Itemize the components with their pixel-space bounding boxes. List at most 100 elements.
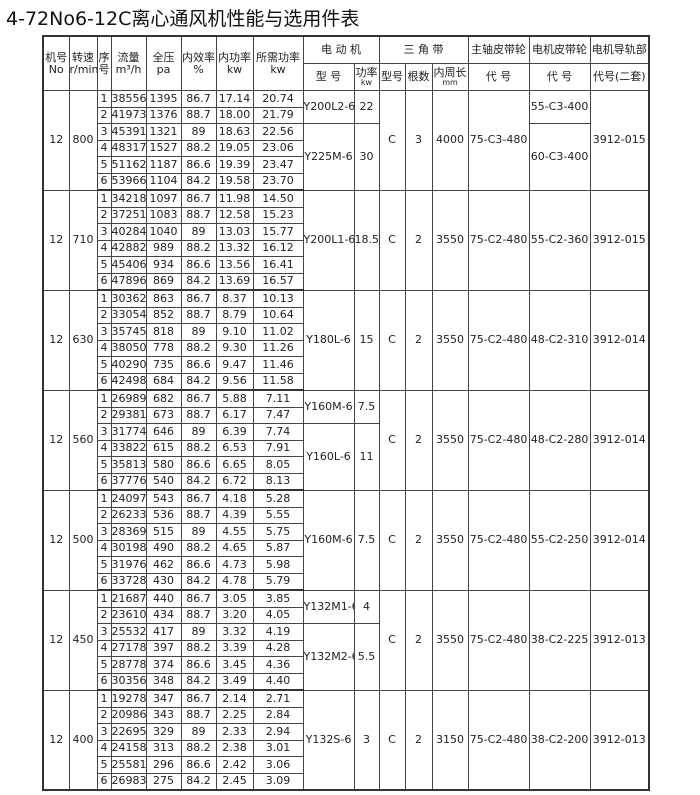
flow-cell: 41973 — [110, 106, 147, 124]
internal-power-cell: 19.39 — [215, 156, 254, 174]
flow-cell: 45406 — [110, 256, 147, 274]
motor-model-cell: Y160M-6 — [302, 389, 355, 424]
table-header: 机号 No 转速 r/min 序号 流量 m³/h 全压 pa 内效率% 内功率 kw 所… — [42, 35, 650, 91]
required-power-cell: 21.79 — [252, 106, 304, 124]
internal-power-cell: 3.45 — [215, 656, 254, 674]
flow-cell: 24097 — [110, 489, 147, 508]
efficiency-cell: 86.6 — [180, 756, 217, 774]
flow-cell: 51162 — [110, 156, 147, 174]
efficiency-cell: 88.7 — [180, 206, 217, 224]
page-title: 4-72No6-12C离心通风机性能与选用件表 — [6, 8, 360, 30]
required-power-cell: 4.40 — [252, 672, 304, 691]
header-efficiency: 内效率% — [180, 35, 217, 91]
motor-model-cell: Y132M2-6 — [302, 623, 355, 691]
flow-cell: 47896 — [110, 272, 147, 291]
required-power-cell: 4.19 — [252, 623, 304, 641]
vbelt-count-cell: 3 — [404, 90, 433, 191]
efficiency-cell: 88.2 — [180, 439, 217, 457]
flow-cell: 30356 — [110, 672, 147, 691]
motor-power-cell: 30 — [353, 123, 380, 191]
internal-power-cell: 3.20 — [215, 606, 254, 624]
header-vbelt-model: 型号 — [378, 63, 406, 91]
seq-cell: 3 — [96, 623, 112, 641]
flow-cell: 28778 — [110, 656, 147, 674]
internal-power-cell: 2.25 — [215, 706, 254, 724]
required-power-cell: 8.13 — [252, 472, 304, 491]
internal-power-cell: 3.05 — [215, 589, 254, 608]
efficiency-cell: 86.7 — [180, 189, 217, 208]
table-row: 4 30198 490 88.2 4.65 5.87 — [43, 539, 649, 557]
header-seq: 序号 — [96, 35, 112, 91]
internal-power-cell: 13.32 — [215, 239, 254, 257]
pressure-cell: 1104 — [145, 172, 182, 191]
motor-pulley-cell: 55-C2-250 — [528, 489, 591, 591]
table-row: 4 42882 989 88.2 13.32 16.12 — [43, 239, 649, 257]
seq-cell: 3 — [96, 523, 112, 541]
flow-cell: 37776 — [110, 472, 147, 491]
pressure-cell: 934 — [145, 256, 182, 274]
internal-power-cell: 9.30 — [215, 339, 254, 357]
efficiency-cell: 88.2 — [180, 539, 217, 557]
pressure-cell: 863 — [145, 289, 182, 308]
spindle-pulley-cell: 75-C2-480 — [467, 189, 530, 291]
header-pressure: 全压 pa — [145, 35, 182, 91]
required-power-cell: 5.55 — [252, 506, 304, 524]
header-motor-pulley: 电机皮带轮 — [528, 35, 591, 64]
internal-power-cell: 12.58 — [215, 206, 254, 224]
motor-pulley-cell: 38-C2-225 — [528, 589, 591, 691]
flow-cell: 31976 — [110, 556, 147, 574]
pressure-cell: 1395 — [145, 90, 182, 108]
internal-power-cell: 9.47 — [215, 356, 254, 374]
internal-power-cell: 11.98 — [215, 189, 254, 208]
speed-cell: 630 — [68, 289, 98, 391]
rail-cell: 3912-014 — [589, 389, 650, 491]
required-power-cell: 5.79 — [252, 572, 304, 591]
table-row: 12 710 1 34218 1097 86.7 11.98 14.50 Y200L1-6 18.… — [42, 189, 650, 291]
machine-cell: 12 — [42, 289, 70, 391]
flow-cell: 23610 — [110, 606, 147, 624]
required-power-cell: 11.02 — [252, 323, 304, 341]
flow-cell: 21687 — [110, 589, 147, 608]
pressure-cell: 1187 — [145, 156, 182, 174]
seq-cell: 1 — [96, 689, 112, 708]
motor-model-cell: Y225M-6 — [302, 123, 355, 191]
vbelt-length-cell: 3550 — [431, 589, 469, 691]
flow-cell: 33054 — [110, 306, 147, 324]
pressure-cell: 536 — [145, 506, 182, 524]
table-row: 5 51162 1187 86.6 19.39 23.47 — [43, 156, 649, 174]
machine-cell: 12 — [42, 689, 70, 791]
vbelt-count-cell: 2 — [404, 389, 433, 491]
pressure-cell: 646 — [145, 423, 182, 441]
seq-cell: 4 — [96, 739, 112, 757]
flow-cell: 22695 — [110, 723, 147, 741]
seq-cell: 1 — [96, 489, 112, 508]
efficiency-cell: 89 — [180, 323, 217, 341]
pressure-cell: 440 — [145, 589, 182, 608]
seq-cell: 4 — [96, 539, 112, 557]
motor-model-cell: Y160L-6 — [302, 423, 355, 491]
efficiency-cell: 89 — [180, 123, 217, 141]
required-power-cell: 10.13 — [252, 289, 304, 308]
seq-cell: 6 — [96, 272, 112, 291]
pressure-cell: 397 — [145, 639, 182, 657]
flow-cell: 38050 — [110, 339, 147, 357]
vbelt-length-cell: 3550 — [431, 289, 469, 391]
rail-cell: 3912-013 — [589, 589, 650, 691]
motor-model-cell: Y132M1-6 — [302, 589, 355, 624]
table-row: 12 400 1 19278 347 86.7 2.14 2.71 Y132S-6 3 C 2 3150… — [42, 689, 650, 791]
internal-power-cell: 2.45 — [215, 772, 254, 791]
pressure-cell: 615 — [145, 439, 182, 457]
machine-cell: 12 — [42, 489, 70, 591]
required-power-cell: 15.23 — [252, 206, 304, 224]
flow-cell: 26989 — [110, 389, 147, 408]
speed-cell: 450 — [68, 589, 98, 691]
internal-power-cell: 18.63 — [215, 123, 254, 141]
internal-power-cell: 4.73 — [215, 556, 254, 574]
rail-cell: 3912-014 — [589, 289, 650, 391]
motor-pulley-cell: 48-C2-280 — [528, 389, 591, 491]
flow-cell: 29381 — [110, 406, 147, 424]
efficiency-cell: 86.7 — [180, 389, 217, 408]
efficiency-cell: 88.7 — [180, 606, 217, 624]
pressure-cell: 869 — [145, 272, 182, 291]
header-rail: 电机导轨部 — [589, 35, 650, 64]
